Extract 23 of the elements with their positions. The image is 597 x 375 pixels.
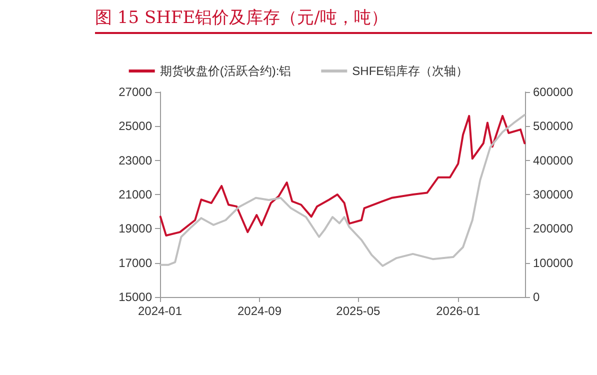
y2-tick-label: 500000 (533, 119, 574, 134)
legend-label: 期货收盘价(活跃合约):铝 (160, 64, 292, 78)
x-tick-label: 2024-01 (138, 304, 182, 318)
y-tick-label: 27000 (118, 85, 152, 99)
chart-title: 图 15 SHFE铝价及库存（元/吨，吨） (95, 7, 388, 29)
x-tick-label: 2025-05 (336, 304, 381, 318)
y-tick-label: 23000 (118, 153, 152, 168)
y-tick-label: 21000 (118, 188, 152, 202)
y2-tick-label: 300000 (533, 188, 574, 202)
y-tick-label: 25000 (118, 119, 152, 134)
legend-label: SHFE铝库存（次轴） (352, 64, 468, 78)
y-tick-label: 19000 (118, 222, 152, 236)
y2-tick-label: 0 (533, 290, 540, 304)
y2-tick-label: 600000 (533, 85, 574, 99)
y-tick-label: 17000 (118, 256, 152, 270)
y2-tick-label: 100000 (533, 256, 574, 270)
line-series (159, 114, 526, 267)
x-tick-label: 2026-01 (436, 304, 480, 318)
y2-tick-label: 400000 (533, 153, 574, 168)
y2-tick-label: 200000 (533, 222, 574, 236)
x-tick-label: 2024-09 (237, 304, 282, 318)
y-tick-label: 15000 (118, 290, 152, 304)
line-series (159, 114, 526, 236)
